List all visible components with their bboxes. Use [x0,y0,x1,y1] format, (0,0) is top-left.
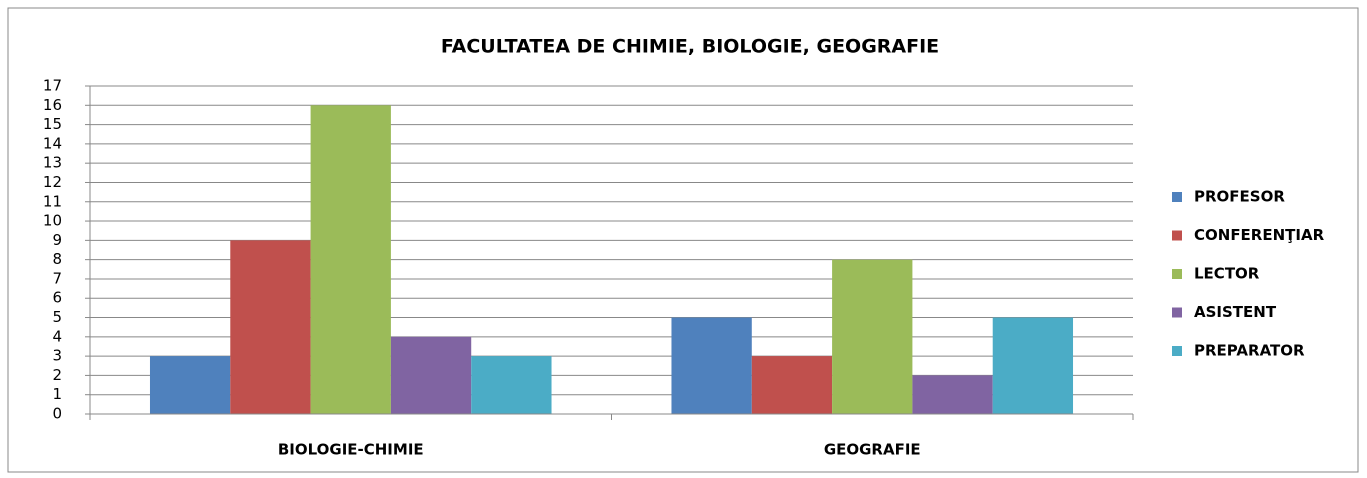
legend-swatch [1172,346,1182,356]
y-tick-label: 11 [43,192,62,210]
y-tick-label: 12 [43,173,62,191]
bar [992,317,1074,414]
bar [471,356,552,414]
legend-swatch [1172,307,1182,318]
legend-label: CONFERENŢIAR [1194,226,1325,244]
y-tick-label: 9 [52,231,62,249]
legend-label: PREPARATOR [1194,342,1305,360]
bar [671,317,752,414]
legend-label: PROFESOR [1194,188,1285,206]
y-tick-label: 5 [52,308,62,326]
y-tick-label: 15 [43,115,62,133]
y-tick-label: 14 [43,134,62,152]
y-tick-label: 8 [52,250,62,268]
bar [751,356,833,414]
bar [912,375,993,414]
bar [832,259,913,414]
y-tick-label: 13 [43,154,62,172]
y-tick-label: 0 [52,405,62,423]
x-tick-label: BIOLOGIE-CHIMIE [278,441,424,459]
legend-label: ASISTENT [1194,303,1277,321]
y-tick-label: 3 [52,347,62,365]
bar [310,105,391,414]
chart-title: FACULTATEA DE CHIMIE, BIOLOGIE, GEOGRAFI… [441,36,939,58]
y-tick-label: 4 [52,327,62,345]
y-tick-label: 16 [43,96,62,114]
legend-swatch [1172,230,1182,241]
bar [149,356,231,414]
bar [230,240,311,414]
y-tick-label: 1 [52,385,62,403]
y-tick-label: 17 [43,77,62,95]
y-tick-label: 2 [52,366,62,384]
y-tick-label: 10 [43,212,62,230]
x-tick-label: GEOGRAFIE [824,441,921,459]
bar [390,336,472,414]
legend-swatch [1172,192,1182,202]
y-tick-label: 6 [52,289,62,307]
legend-label: LECTOR [1194,265,1260,283]
legend-swatch [1172,269,1182,279]
y-tick-label: 7 [52,269,62,287]
